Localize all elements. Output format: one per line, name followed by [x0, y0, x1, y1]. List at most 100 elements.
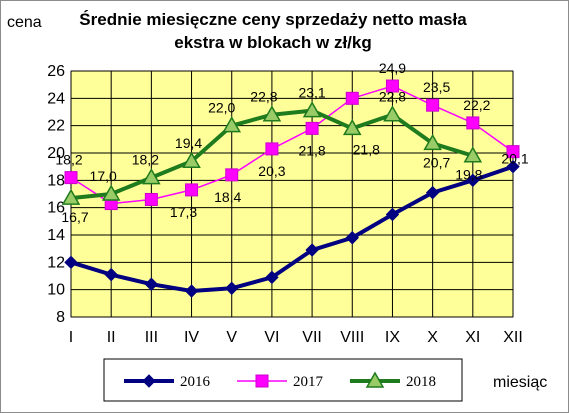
- x-tick-label: IV: [184, 329, 199, 346]
- x-axis-label: miesiąc: [493, 374, 547, 391]
- y-tick-label: 26: [47, 63, 65, 80]
- data-point-2018: [302, 101, 322, 118]
- data-point-2016: [265, 270, 279, 285]
- data-point-2016: [225, 281, 239, 296]
- y-tick-label: 10: [47, 282, 65, 299]
- data-point-2016: [305, 243, 319, 257]
- data-point-2017: [466, 116, 480, 130]
- grid-lines: [70, 70, 514, 318]
- y-tick-label: 22: [47, 118, 65, 135]
- series-2016: [64, 159, 520, 298]
- legend-marker: [142, 374, 156, 388]
- legend-marker: [255, 374, 269, 388]
- data-label-2018: 22,8: [250, 89, 277, 105]
- legend-entry-2016: 2016: [124, 374, 211, 390]
- y-tick-label: 12: [47, 254, 65, 271]
- legend-entry-2018: 2018: [350, 371, 436, 390]
- data-point-2017: [64, 171, 78, 185]
- x-tick-label: VII: [302, 329, 322, 346]
- data-label-2017: 21,8: [298, 142, 325, 158]
- data-point-2016: [184, 284, 199, 298]
- data-point-2018: [463, 146, 483, 163]
- data-point-2017: [426, 98, 440, 112]
- series-2018: [61, 101, 483, 205]
- legend-marker: [365, 371, 385, 388]
- legend: 2016 2017 2018: [124, 371, 436, 390]
- data-label-2017: 17,3: [170, 204, 197, 220]
- data-label-2018: 18,2: [132, 152, 159, 168]
- data-label-2018: 19,8: [455, 167, 482, 183]
- series-line-2017: [70, 85, 514, 205]
- data-point-2016: [506, 159, 520, 174]
- data-label-2018: 21,8: [353, 141, 380, 157]
- legend-entry-2017: 2017: [237, 374, 324, 390]
- data-point-2016: [466, 173, 480, 188]
- data-label-2018: 19,4: [175, 135, 202, 151]
- series-2017: [64, 79, 520, 211]
- x-tick-label: XI: [465, 329, 480, 346]
- data-labels: 18,2 17,3 18,4 20,3 21,8 24,9 23,5 22,2 20,1 16,7…: [55, 60, 528, 225]
- y-tick-label: 8: [56, 309, 65, 326]
- series: [61, 79, 520, 298]
- data-point-2018: [383, 105, 402, 122]
- y-tick-label: 14: [47, 227, 65, 244]
- data-point-2017: [185, 183, 199, 197]
- data-label-2017: 18,4: [214, 189, 241, 205]
- data-point-2017: [305, 121, 319, 135]
- data-point-2018: [101, 184, 121, 201]
- data-point-2016: [345, 231, 359, 245]
- chart-title-line-1: Średnie miesięczne ceny sprzedaży netto …: [79, 10, 467, 29]
- data-label-2017: 20,3: [258, 163, 285, 179]
- x-tick-label: XII: [503, 329, 523, 346]
- y-tick-label: 24: [47, 90, 65, 107]
- data-point-2016: [64, 255, 78, 270]
- data-point-2018: [142, 168, 161, 185]
- legend-label: 2018: [406, 374, 436, 390]
- data-label-2018: 20,7: [423, 154, 450, 170]
- y-tick-label: 18: [47, 172, 65, 189]
- data-point-2018: [222, 116, 242, 133]
- legend-label: 2016: [180, 374, 211, 390]
- x-tick-label: X: [427, 329, 438, 346]
- x-tick-label: VIII: [340, 329, 364, 346]
- data-point-2018: [262, 105, 282, 122]
- data-point-2017: [265, 142, 279, 156]
- data-label-2017: 20,1: [501, 151, 528, 167]
- data-point-2018: [423, 133, 442, 151]
- data-point-2017: [345, 91, 359, 105]
- data-label-2018: 22,8: [379, 89, 406, 105]
- data-label-2017: 24,9: [379, 60, 406, 76]
- data-point-2016: [385, 207, 400, 222]
- data-point-2017: [385, 79, 399, 93]
- y-axis-label: cena: [7, 14, 42, 31]
- x-tick-label: I: [69, 329, 73, 346]
- data-label-2017: 18,2: [55, 152, 82, 168]
- x-tick-label: III: [145, 329, 158, 346]
- x-tick-label: V: [226, 329, 237, 346]
- legend-label: 2017: [293, 374, 324, 390]
- data-label-2018: 16,7: [61, 209, 88, 225]
- data-point-2016: [104, 267, 118, 282]
- data-point-2017: [144, 192, 158, 206]
- y-tick-label: 16: [47, 200, 65, 217]
- y-tick-label: 20: [47, 145, 65, 162]
- data-point-2017: [506, 145, 520, 159]
- data-label-2018: 22,0: [208, 100, 235, 116]
- data-point-2017: [225, 168, 239, 182]
- x-tick-label: VI: [264, 329, 279, 346]
- data-label-2018: 23,1: [298, 85, 325, 101]
- data-point-2018: [61, 188, 81, 205]
- data-label-2017: 23,5: [423, 79, 450, 95]
- x-tick-label: II: [107, 329, 116, 346]
- x-tick-label: IX: [385, 329, 400, 346]
- data-label-2017: 22,2: [463, 97, 490, 113]
- data-point-2018: [182, 151, 201, 168]
- chart-title-line-2: ekstra w blokach w zł/kg: [174, 33, 371, 52]
- data-point-2016: [425, 185, 440, 200]
- series-line-2016: [70, 164, 514, 294]
- data-point-2016: [144, 277, 159, 291]
- data-label-2018: 17,0: [90, 168, 117, 184]
